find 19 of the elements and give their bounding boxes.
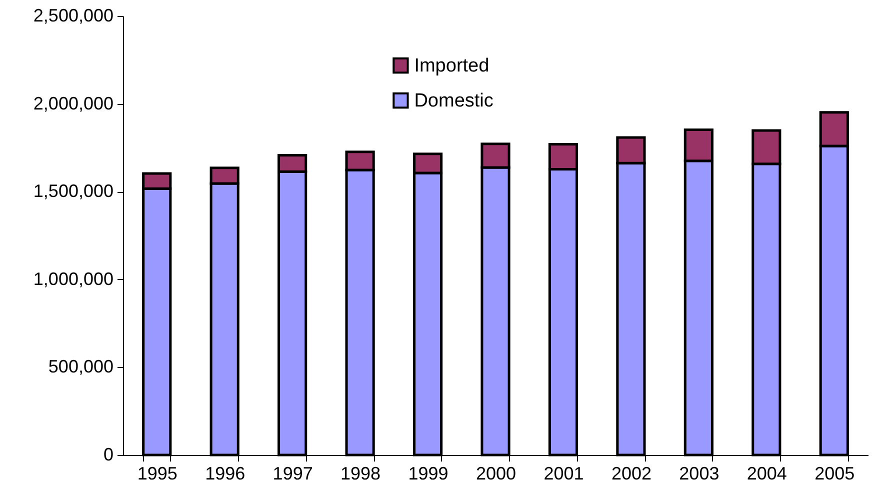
x-tick-label: 2004	[746, 464, 787, 484]
x-tick-label: 2000	[476, 464, 516, 484]
x-tick-label: 1997	[272, 464, 313, 484]
y-tick-label: 2,500,000	[33, 6, 114, 26]
y-tick-label: 1,000,000	[33, 268, 114, 289]
y-tick-label: 0	[103, 444, 114, 464]
x-tick-label: 2005	[814, 464, 855, 484]
x-tick-label: 1996	[205, 464, 246, 484]
y-tick-label: 1,500,000	[33, 181, 114, 202]
x-tick-label: 2001	[544, 464, 584, 484]
x-tick-label: 1995	[137, 464, 178, 484]
x-tick-label: 1998	[340, 464, 381, 484]
legend-label: Imported	[414, 56, 490, 76]
y-tick-label: 2,000,000	[33, 93, 114, 114]
y-tick-label: 500,000	[48, 356, 114, 377]
x-tick-label: 2002	[611, 464, 652, 484]
legend-label: Domestic	[414, 90, 494, 112]
x-tick-label: 1999	[408, 464, 448, 484]
x-tick-label: 2003	[679, 464, 720, 484]
